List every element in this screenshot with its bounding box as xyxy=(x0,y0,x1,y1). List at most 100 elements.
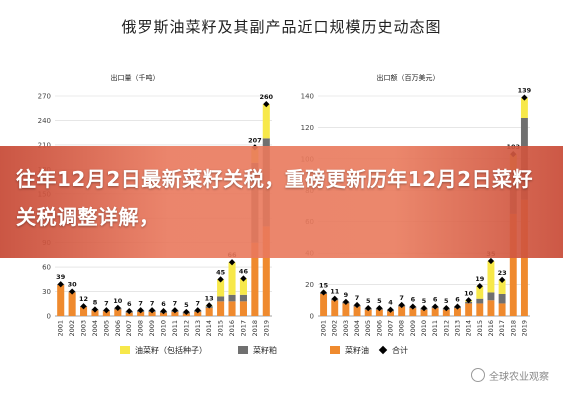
total-marker-right xyxy=(353,301,361,309)
bar-meal-right xyxy=(476,298,484,304)
bar-oil-left xyxy=(102,311,110,316)
legend-rapeseed-swatch xyxy=(120,346,130,354)
bar-oil-left xyxy=(262,226,270,316)
bar-oil-left xyxy=(239,301,247,316)
y-tick-label-left: 240 xyxy=(38,117,51,125)
bar-rapeseed-right xyxy=(476,286,484,299)
bar-oil-right xyxy=(364,309,372,316)
total-label-right: 6 xyxy=(411,296,416,304)
total-label-right: 5 xyxy=(366,297,371,305)
x-tick-label-left: 2009 xyxy=(148,320,156,337)
x-tick-label-left: 2010 xyxy=(160,320,168,337)
watermark-text: 全球农业观察 xyxy=(489,372,549,383)
y-tick-label-left: 60 xyxy=(42,264,51,272)
bar-oil-left xyxy=(171,311,179,316)
bar-rapeseed-right xyxy=(498,279,506,294)
total-label-right: 6 xyxy=(455,296,460,304)
bar-oil-right xyxy=(454,308,461,316)
total-label-right: 15 xyxy=(319,281,329,289)
total-marker-right xyxy=(454,303,461,310)
total-marker-right xyxy=(476,283,483,290)
total-marker-right xyxy=(365,305,372,312)
y-tick-label-right: 20 xyxy=(305,281,314,289)
x-tick-label-right: 2008 xyxy=(398,320,406,337)
total-label-left: 39 xyxy=(56,273,66,281)
total-marker-right xyxy=(487,257,495,265)
total-label-left: 30 xyxy=(68,281,78,289)
x-tick-label-right: 2010 xyxy=(420,320,428,337)
x-tick-label-left: 2017 xyxy=(239,320,247,337)
total-marker-right xyxy=(342,298,350,305)
total-label-left: 207 xyxy=(248,136,262,144)
bar-oil-right xyxy=(420,309,428,316)
bar-oil-right xyxy=(487,300,495,316)
bar-meal-left xyxy=(228,294,236,302)
x-tick-label-left: 2004 xyxy=(91,320,99,337)
bar-oil-left xyxy=(205,307,213,316)
bar-oil-left xyxy=(80,307,88,316)
bar-oil-right xyxy=(398,306,406,316)
x-tick-label-right: 2007 xyxy=(387,320,395,337)
bar-oil-left xyxy=(148,311,156,316)
x-tick-label-right: 2014 xyxy=(465,320,473,337)
x-tick-label-right: 2003 xyxy=(342,320,350,337)
total-label-left: 7 xyxy=(138,299,143,307)
total-label-right: 5 xyxy=(422,297,427,305)
bar-oil-right xyxy=(465,303,473,316)
total-marker-right xyxy=(409,303,416,310)
x-tick-label-right: 2019 xyxy=(520,320,528,337)
x-tick-label-left: 2005 xyxy=(102,320,110,337)
chart-title-right: 出口额（百万美元） xyxy=(377,73,440,82)
x-tick-label-left: 2014 xyxy=(205,320,213,337)
legend-rapeseed-label: 油菜籽（包括种子） xyxy=(135,346,207,355)
bar-oil-right xyxy=(353,306,361,316)
bar-oil-left xyxy=(137,311,145,316)
headline-banner[interactable]: 往年12月2日最新菜籽关税，重磅更新历年12月2日菜籽关税调整详解， xyxy=(0,146,563,258)
total-marker-left xyxy=(126,307,133,315)
x-tick-label-left: 2002 xyxy=(68,320,76,337)
bar-oil-right xyxy=(498,303,506,316)
x-tick-label-left: 2016 xyxy=(228,320,236,337)
watermark-logo-icon xyxy=(471,368,485,382)
legend-meal-swatch xyxy=(238,346,248,354)
total-marker-right xyxy=(376,305,383,312)
bar-rapeseed-left xyxy=(217,279,225,297)
bar-oil-left xyxy=(91,310,99,316)
total-label-right: 6 xyxy=(433,296,438,304)
total-label-right: 9 xyxy=(344,291,349,299)
x-tick-label-right: 2012 xyxy=(442,320,450,337)
x-tick-label-right: 2015 xyxy=(476,320,484,337)
x-tick-label-left: 2019 xyxy=(262,320,270,337)
x-tick-label-right: 2013 xyxy=(453,320,461,337)
bar-oil-right xyxy=(409,308,417,316)
bar-oil-right xyxy=(387,311,394,316)
x-tick-label-left: 2007 xyxy=(125,320,133,337)
bar-oil-left xyxy=(57,285,65,316)
total-marker-right xyxy=(320,289,327,296)
x-tick-label-left: 2018 xyxy=(251,320,259,337)
total-marker-right xyxy=(465,297,472,304)
bar-meal-right xyxy=(487,292,495,301)
total-label-left: 6 xyxy=(127,300,132,308)
chart-legend: 油菜籽（包括种子） 菜籽粕 菜籽油 合计 xyxy=(0,342,563,362)
y-tick-label-left: 30 xyxy=(42,288,51,296)
page-title: 俄罗斯油菜籽及其副产品近口规模历史动态图 xyxy=(121,18,442,36)
chart-title-left: 出口量（千吨） xyxy=(111,73,160,82)
bar-oil-left xyxy=(114,309,122,316)
bar-meal-left xyxy=(239,294,247,302)
y-tick-label-right: 0 xyxy=(310,313,314,321)
bar-oil-left xyxy=(194,311,202,316)
bar-rapeseed-right xyxy=(520,97,528,118)
total-label-left: 12 xyxy=(79,295,88,303)
legend-oil: 菜籽油 xyxy=(330,345,369,356)
x-tick-label-right: 2006 xyxy=(375,320,383,337)
total-label-left: 13 xyxy=(205,294,214,302)
total-label-right: 5 xyxy=(444,297,449,305)
total-label-left: 7 xyxy=(150,299,155,307)
total-label-right: 23 xyxy=(498,269,507,277)
x-tick-label-left: 2011 xyxy=(171,320,179,337)
total-label-left: 45 xyxy=(216,268,226,276)
total-label-left: 260 xyxy=(260,93,274,101)
x-tick-label-left: 2013 xyxy=(194,320,202,337)
